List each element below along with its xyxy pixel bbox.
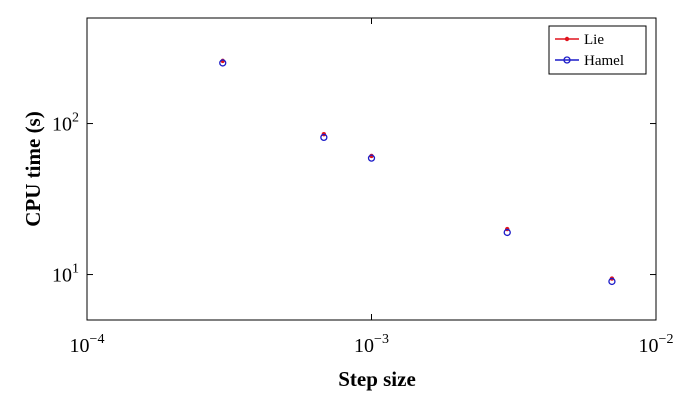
marker bbox=[219, 59, 227, 67]
y-tick-label: 101 bbox=[52, 262, 79, 287]
x-axis-label: Step size bbox=[338, 367, 416, 391]
legend-label: Lie bbox=[584, 32, 604, 48]
legend-box bbox=[548, 25, 647, 75]
x-tick-label: 10−2 bbox=[639, 332, 674, 357]
marker bbox=[320, 133, 328, 142]
marker bbox=[367, 154, 376, 162]
legend-marker bbox=[564, 36, 570, 42]
legend-label: Hamel bbox=[584, 53, 624, 69]
x-tick-label: 10−3 bbox=[354, 332, 389, 357]
marker bbox=[608, 277, 616, 286]
legend-marker bbox=[563, 56, 571, 64]
marker bbox=[503, 228, 511, 237]
y-tick-label: 102 bbox=[52, 111, 79, 136]
x-tick-label: 10−4 bbox=[70, 332, 105, 357]
y-axis-label: CPU time (s) bbox=[21, 111, 45, 226]
